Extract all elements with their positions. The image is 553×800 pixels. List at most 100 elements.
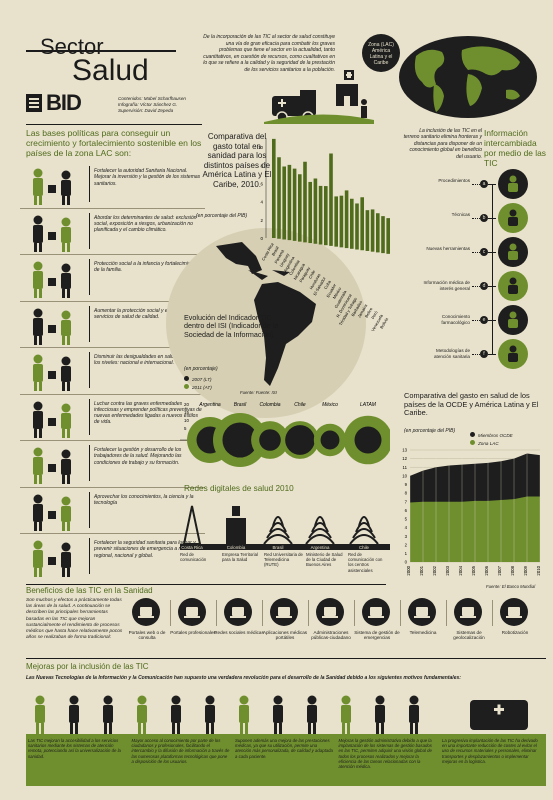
ocde-y-tick: 8 — [405, 491, 408, 496]
gasto-y-tick: 8 — [261, 163, 264, 168]
info-tic-list: Procedimientos a Técnicas b Nuevas herramien… — [404, 168, 544, 378]
signal-wave-icon — [308, 528, 332, 539]
isi-bubble-2007 — [320, 430, 340, 450]
policies-list: Fortalecer la autoridad Sanitaria Nacion… — [20, 162, 205, 582]
gasto-country-label: Bolivia — [379, 316, 390, 329]
beneficio-item: Portales web o de consulta — [124, 596, 170, 652]
administration-icon — [316, 598, 344, 626]
redes-label: Empresa Territorial para la Salud — [222, 552, 258, 563]
policy-separator — [20, 300, 205, 302]
policy-figure-icon — [33, 215, 71, 252]
gasto-chart-unit: (en porcentaje del PIB) — [196, 213, 248, 219]
person-icon — [498, 169, 528, 199]
info-tic-letter: d — [480, 282, 488, 290]
beneficio-divider — [400, 600, 401, 626]
mejoras-title: Mejoras por la inclusión de las TIC — [26, 662, 149, 671]
gasto-bar — [365, 210, 370, 251]
gasto-bar — [355, 203, 359, 250]
info-tic-dots — [472, 184, 480, 185]
redes-labels: Red de comunicación Empresa Territorial p… — [180, 552, 390, 582]
isi-bubble-2007 — [354, 426, 382, 454]
person-icon — [341, 695, 351, 705]
bid-logo — [26, 92, 116, 114]
credits: Contenidos: Mabel Scharfhausen Infografí… — [118, 96, 208, 114]
ocde-x-tick: 2008 — [510, 565, 515, 575]
ocde-y-tick: 10 — [402, 473, 407, 478]
gasto-country-label: Perú — [370, 310, 379, 320]
laptop-icon — [132, 598, 160, 626]
isi-country-label: Brasil — [234, 402, 247, 408]
person-icon — [375, 695, 385, 705]
policy-separator — [20, 254, 205, 255]
info-tic-letter: c — [480, 248, 488, 256]
beneficio-glyph — [138, 607, 154, 618]
beneficio-item: Sistema de gestión de emergencias — [354, 596, 400, 652]
info-tic-glyph — [508, 277, 518, 294]
beneficio-glyph — [506, 607, 522, 618]
beneficio-glyph — [414, 607, 430, 618]
beneficio-glyph — [230, 607, 246, 618]
info-tic-label: Información médica de interés general — [423, 280, 470, 291]
signal-wave-icon — [349, 534, 379, 545]
person-body-icon — [409, 705, 419, 723]
policy-figure-icon — [33, 354, 71, 391]
gasto-bar — [329, 153, 333, 246]
gasto-bar — [360, 197, 364, 251]
info-tic-dots — [472, 218, 480, 219]
policy-figure-icon — [33, 494, 71, 531]
policy-vline — [89, 305, 90, 342]
isi-source: Fuente: Fuente: ISI — [240, 390, 277, 395]
info-tic-dots — [472, 252, 480, 253]
beneficio-glyph — [460, 607, 476, 618]
policy-figure-icon — [33, 261, 71, 298]
signal-wave-icon — [269, 522, 287, 533]
gasto-bar — [313, 178, 318, 244]
person-icon — [273, 695, 283, 705]
policy-separator — [20, 440, 205, 441]
info-tic-label: Técnicas — [451, 212, 470, 217]
mejora-item: Mejoras la gestión administrativa debido… — [338, 738, 432, 770]
person-body-icon — [103, 705, 113, 723]
beneficio-divider — [354, 600, 355, 626]
medical-kit-icon — [498, 237, 528, 267]
beneficio-label: Sistemas de geolocalización — [453, 630, 485, 641]
mejora-item: La progresiva implantación de las TIC ha… — [442, 738, 538, 764]
ocde-x-tick: 2010 — [536, 565, 541, 575]
redes-title: Redes digitales de salud 2010 — [184, 484, 294, 493]
latin-america-map — [216, 242, 316, 386]
policy-vline — [89, 491, 90, 528]
person-body-icon — [273, 705, 283, 723]
signal-wave-icon — [266, 528, 290, 539]
beneficio-glyph — [184, 607, 200, 618]
beneficio-item: Administraciones públicas-ciudadano — [308, 596, 354, 652]
beneficio-item: Portales profesionales — [170, 596, 216, 652]
signal-wave-icon — [355, 522, 373, 533]
policy-item: Fortalecer la gestión y desarrollo de lo… — [20, 441, 205, 488]
policy-vline — [89, 398, 90, 435]
info-tic-item: Metodologías de atención sanitaria f — [404, 338, 544, 370]
ocde-y-tick: 11 — [403, 465, 408, 470]
beneficios-list: Portales web o de consulta Portales profe… — [124, 596, 544, 652]
person-body-icon — [239, 705, 249, 723]
gasto-bar — [303, 161, 307, 243]
person-icon — [103, 695, 113, 705]
signal-wave-icon — [305, 534, 335, 545]
info-tic-title: Información intercambiada por medio de l… — [484, 128, 546, 168]
gasto-bar — [381, 216, 385, 254]
policies-heading: Las bases políticas para conseguir un cr… — [26, 128, 202, 158]
beneficio-label: Portales profesionales — [170, 630, 216, 635]
redes-country: Brasil — [273, 545, 284, 550]
beneficio-label: Robotización — [501, 630, 529, 635]
ocde-y-tick: 5 — [405, 517, 408, 522]
person-body-icon — [375, 705, 385, 723]
policy-vline — [89, 352, 90, 388]
person-icon — [137, 695, 147, 705]
redes-label: Ministerio de Salud de la Ciudad de Buen… — [306, 552, 343, 568]
gasto-country-label: Cuba — [323, 279, 332, 290]
signal-wave-icon — [263, 534, 293, 545]
ocde-x-tick: 2000 — [406, 565, 411, 575]
ocde-y-tick: 2 — [405, 542, 408, 547]
geolocation-icon — [454, 598, 482, 626]
beneficio-item: Aplicaciones médicas portátiles — [262, 596, 308, 652]
policy-separator — [20, 393, 205, 395]
